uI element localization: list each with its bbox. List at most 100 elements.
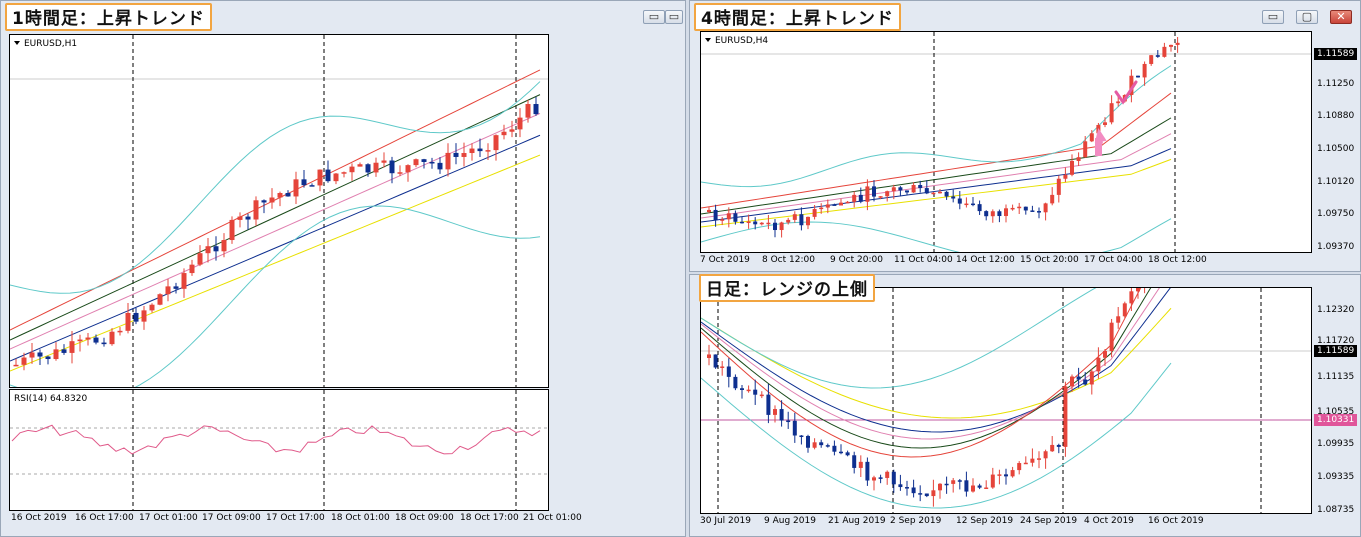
x-axis-tick-label: 30 Jul 2019 (700, 516, 751, 526)
candle-body (1116, 101, 1121, 104)
candle-body (812, 209, 817, 217)
ma-dark-green (10, 94, 541, 341)
candle-body (1050, 444, 1055, 452)
minimize-button[interactable]: ▭ (1262, 10, 1284, 24)
candle-body (53, 349, 59, 360)
close-button[interactable]: ▭ (665, 10, 683, 24)
candle-body (819, 207, 824, 210)
candle-body (309, 185, 315, 187)
y-axis-h4: 1.11250 1.10880 1.10500 1.10120 1.09750 1.093… (1314, 31, 1361, 253)
candle-body (726, 366, 731, 377)
candle-body (938, 483, 942, 491)
candle-body (799, 214, 804, 226)
candle-body (990, 474, 995, 488)
candle-body (872, 477, 876, 481)
minimize-icon: ▭ (648, 10, 660, 23)
ma-red (701, 288, 1142, 458)
candle-body (469, 148, 475, 154)
candle-body (229, 219, 235, 241)
candle-body (61, 349, 67, 353)
candle-body (237, 216, 243, 220)
restore-icon: ▭ (668, 10, 680, 23)
candle-body (878, 477, 883, 479)
candle-body (1030, 458, 1035, 463)
candle-body (766, 394, 771, 415)
candle-body (181, 273, 187, 289)
candle-body (1103, 122, 1107, 125)
x-axis-tick-label: 4 Oct 2019 (1084, 516, 1134, 526)
price-plot-d1[interactable] (700, 287, 1312, 514)
chart-window-h1[interactable]: 1時間足：上昇トレンド ▭ ▭ EURUSD,H1 RSI(14) 64.832… (0, 0, 686, 537)
candle-body (792, 420, 797, 436)
candle-body (437, 162, 443, 170)
y-axis-d1: 1.12320 1.11720 1.11135 1.10535 1.09935 1.093… (1314, 287, 1361, 515)
candle-body (858, 194, 863, 202)
ma-red (701, 92, 1172, 209)
candle-body (205, 246, 211, 254)
candle-body (759, 222, 764, 225)
candle-body (779, 409, 784, 421)
candle-body (1162, 46, 1167, 57)
x-axis-tick-label: 18 Oct 09:00 (395, 513, 454, 523)
y-axis-tick-label: 1.12320 (1317, 305, 1355, 315)
candle-body (1056, 178, 1061, 195)
y-axis-tick-label: 1.09935 (1317, 439, 1355, 449)
candle-body (37, 352, 43, 357)
x-axis-tick-label: 12 Sep 2019 (956, 516, 1014, 526)
candle-body (1136, 288, 1140, 292)
candle-body (1023, 462, 1028, 465)
candle-body (898, 484, 903, 488)
candle-body (885, 191, 890, 197)
candle-body (333, 173, 339, 182)
price-plot-h4[interactable]: EURUSD,H4 (700, 31, 1312, 253)
chart-window-h4[interactable]: 4時間足：上昇トレンド ▭ ▢ ✕ EURUSD,H4 1.11250 1.108… (689, 0, 1361, 272)
candle-body (381, 160, 387, 163)
x-axis-tick-label: 24 Sep 2019 (1020, 516, 1078, 526)
candle-body (1129, 291, 1134, 304)
ma-pink (10, 112, 541, 350)
candle-body (141, 310, 147, 322)
x-axis-d1: 30 Jul 2019 9 Aug 2019 21 Aug 2019 2 Sep 20… (700, 516, 1312, 530)
x-axis-tick-label: 14 Oct 12:00 (956, 255, 1015, 265)
title-badge-h1: 1時間足：上昇トレンド (5, 3, 212, 31)
candle-body (931, 192, 936, 195)
candle-body (918, 493, 923, 495)
candle-body (931, 490, 936, 497)
price-plot-h1[interactable]: EURUSD,H1 (9, 34, 549, 388)
candle-body (773, 222, 777, 231)
maximize-button[interactable]: ▢ (1296, 10, 1318, 24)
ma-navy (10, 134, 541, 362)
candle-body (1103, 351, 1107, 358)
candle-body (905, 487, 909, 489)
candle-body (944, 191, 949, 197)
candle-body (1030, 210, 1035, 212)
y-axis-tick-label: 1.09370 (1317, 242, 1355, 252)
x-axis-tick-label: 9 Aug 2019 (764, 516, 816, 526)
candle-body (753, 389, 758, 395)
candle-body (77, 339, 83, 342)
candle-body (746, 221, 751, 224)
candle-body (517, 117, 523, 130)
rsi-plot-h1[interactable]: RSI(14) 64.8320 (9, 389, 549, 511)
ma-yellow (10, 154, 541, 372)
candle-body (806, 435, 810, 448)
candle-body (891, 187, 896, 192)
candle-body (1083, 379, 1088, 385)
candle-body (109, 331, 115, 345)
candle-body (865, 461, 870, 481)
candle-body (221, 240, 227, 252)
candle-body (911, 185, 916, 193)
candle-body (485, 150, 491, 152)
candle-body (1142, 63, 1147, 78)
candle-body (957, 480, 962, 482)
candle-body (277, 193, 283, 198)
minimize-button[interactable]: ▭ (643, 10, 665, 24)
candle-body (1037, 458, 1041, 460)
candle-body (1136, 75, 1140, 78)
candle-body (461, 153, 467, 157)
candle-body (509, 129, 515, 132)
chart-window-d1[interactable]: 日足：レンジの上側 1.12320 1.11720 1.11135 1.10535 1.… (689, 274, 1361, 537)
close-button[interactable]: ✕ (1330, 10, 1352, 24)
x-axis-tick-label: 16 Oct 2019 (11, 513, 67, 523)
candle-body (85, 337, 91, 340)
